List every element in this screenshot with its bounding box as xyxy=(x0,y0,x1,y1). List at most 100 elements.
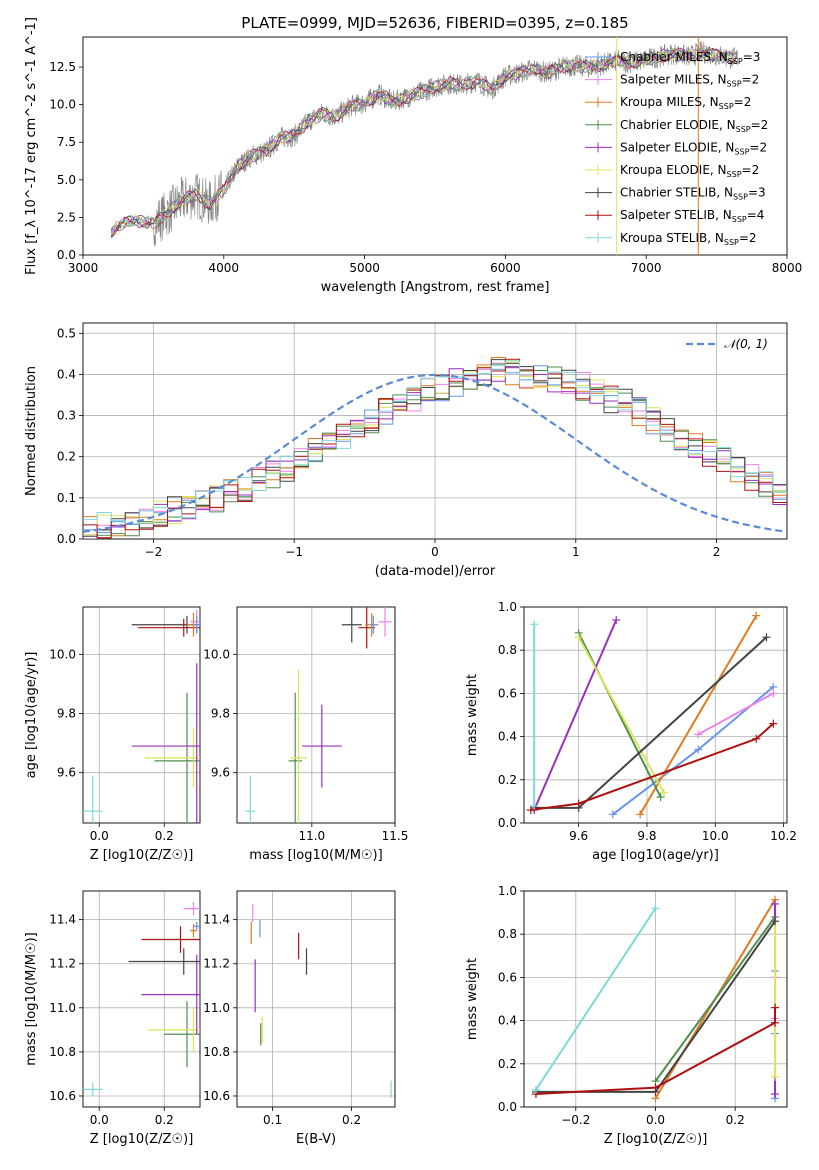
axis-label-y: mass weight xyxy=(465,958,480,1040)
tick-label-y: 0.2 xyxy=(498,1057,517,1071)
axis-label-y: Normed distribution xyxy=(24,366,39,496)
tick-label-y: 0.0 xyxy=(57,532,76,546)
tick-label-x: 0.2 xyxy=(155,829,174,843)
normal-curve xyxy=(83,373,787,533)
mass_vs_ebv-axes: 0.1 0.2 10.6 10.8 11.0 11.2 11.4 E(B-V) xyxy=(203,890,396,1147)
tick-label-y: 11.2 xyxy=(49,957,76,971)
figure-title: PLATE=0999, MJD=52636, FIBERID=0395, z=0… xyxy=(241,14,628,32)
axis-label-x: Z [log10(Z/Z☉)] xyxy=(90,1132,194,1147)
weight-line-kroupa_miles xyxy=(639,615,758,815)
axis-label-x: E(B-V) xyxy=(296,1132,336,1147)
residuals-axes: −2 −1 0 1 2 0.0 0.1 0.2 0.3 0.4 0.5 (data-model)/er… xyxy=(24,322,788,579)
axis-label-x: Z [log10(Z/Z☉)] xyxy=(604,1132,708,1147)
tick-label-x: 9.6 xyxy=(569,829,588,843)
axis-label-y: Flux [f_λ 10^-17 erg cm^-2 s^-1 A^-1] xyxy=(24,17,39,275)
tick-label-x: 11.5 xyxy=(382,829,409,843)
mass_vs_ebv-points xyxy=(250,904,392,1099)
axis-label-x: (data-model)/error xyxy=(375,564,496,579)
legend-label: Chabrier ELODIE, NSSP=2 xyxy=(620,118,768,134)
tick-label-y: 10.8 xyxy=(203,1045,230,1059)
legend-label: Kroupa MILES, NSSP=2 xyxy=(620,95,751,111)
age_vs_Z-frame xyxy=(82,606,201,824)
tick-label-y: 2.5 xyxy=(57,210,76,224)
tick-label-x: 6000 xyxy=(490,261,521,275)
weight-line-chabrier_elodie xyxy=(577,632,662,798)
legend-label: Salpeter ELODIE, NSSP=2 xyxy=(620,140,767,156)
tick-label-y: 0.1 xyxy=(57,491,76,505)
tick-label-y: 1.0 xyxy=(498,884,517,898)
spectrum-axes: 3000 4000 5000 6000 7000 8000 0.0 2.5 5.0 7.5 10.0… xyxy=(24,17,802,295)
tick-label-x: 8000 xyxy=(772,261,803,275)
tick-label-y: 0.2 xyxy=(57,450,76,464)
legend-label: 𝒩(0, 1) xyxy=(724,337,768,351)
legend-label: Kroupa STELIB, NSSP=2 xyxy=(620,231,757,247)
tick-label-y: 10.0 xyxy=(203,647,230,661)
tick-label-y: 7.5 xyxy=(57,135,76,149)
tick-label-x: 0.0 xyxy=(90,1113,109,1127)
tick-label-y: 9.8 xyxy=(211,707,230,721)
tick-label-y: 0.0 xyxy=(57,248,76,262)
tick-label-x: 9.8 xyxy=(637,829,656,843)
age_vs_Z-points xyxy=(83,609,200,823)
tick-label-y: 0.4 xyxy=(498,1014,517,1028)
spectrum-model-kroupa_stelib xyxy=(110,46,737,232)
mass_vs_Z-points xyxy=(83,902,200,1096)
legend-label: Chabrier STELIB, NSSP=3 xyxy=(620,186,766,202)
tick-label-y: 0.8 xyxy=(498,643,517,657)
tick-label-y: 1.0 xyxy=(498,600,517,614)
weight-line-salpeter_elodie xyxy=(533,619,618,811)
tick-label-y: 10.6 xyxy=(203,1089,230,1103)
histogram-chabrier_stelib xyxy=(83,359,787,537)
weight-line-kroupa_stelib xyxy=(535,907,657,1091)
spectrum-legend: Chabrier MILES, NSSP=3 Salpeter MILES, NS… xyxy=(585,50,768,247)
tick-label-y: 0.0 xyxy=(498,816,517,830)
axis-label-y: mass weight xyxy=(465,674,480,756)
residual-steps xyxy=(83,357,787,539)
tick-label-y: 10.6 xyxy=(49,1089,76,1103)
tick-label-x: 4000 xyxy=(209,261,240,275)
tick-label-y: 11.0 xyxy=(49,1001,76,1015)
tick-label-y: 0.6 xyxy=(498,686,517,700)
axis-label-y: age [log10(age/yr)] xyxy=(24,652,39,779)
legend-label: Salpeter MILES, NSSP=2 xyxy=(620,73,759,89)
weight_vs_age-frame xyxy=(523,606,788,824)
tick-label-y: 0.5 xyxy=(57,326,76,340)
weight_vs_Z-lines xyxy=(531,895,780,1103)
tick-label-x: 0.2 xyxy=(155,1113,174,1127)
tick-label-y: 11.4 xyxy=(203,913,230,927)
mass_vs_ebv-frame xyxy=(236,890,396,1108)
spectrum-model-kroupa_elodie xyxy=(110,48,737,236)
tick-label-y: 11.0 xyxy=(203,1001,230,1015)
age_vs_mass-frame xyxy=(236,606,396,824)
spectrum-data-line xyxy=(110,41,738,247)
plots-layer: 3000 4000 5000 6000 7000 80000.02.55.07.510.0… xyxy=(24,17,802,1147)
tick-label-x: −2 xyxy=(145,545,163,559)
residuals-frame xyxy=(82,322,788,540)
histogram-kroupa_stelib xyxy=(83,360,787,525)
weight-line-kroupa_elodie xyxy=(577,636,665,794)
tick-label-y: 11.4 xyxy=(49,913,76,927)
tick-label-x: −0.2 xyxy=(561,1113,590,1127)
weight_vs_Z-frame xyxy=(523,890,788,1108)
tick-label-x: 2 xyxy=(713,545,721,559)
tick-label-x: 11.0 xyxy=(298,829,325,843)
mass_vs_Z-axes: 0.0 0.2 10.6 10.8 11.0 11.2 11.4 Z [log10(Z/Z☉)… xyxy=(24,890,201,1147)
tick-label-x: 3000 xyxy=(68,261,99,275)
tick-label-x: −1 xyxy=(285,545,303,559)
age_vs_mass-points xyxy=(245,607,392,823)
tick-label-x: 5000 xyxy=(349,261,380,275)
tick-label-y: 0.0 xyxy=(498,1100,517,1114)
weight_vs_age-lines xyxy=(526,611,778,819)
tick-label-x: 0.2 xyxy=(342,1113,361,1127)
tick-label-y: 0.2 xyxy=(498,773,517,787)
tick-label-y: 9.6 xyxy=(211,766,230,780)
legend-label: Salpeter STELIB, NSSP=4 xyxy=(620,208,764,224)
weight_vs_age-axes: 9.6 9.8 10.0 10.2 0.0 0.2 0.4 0.6 0.8 1.0 age [log… xyxy=(465,600,797,863)
tick-label-x: 0.2 xyxy=(726,1113,745,1127)
tick-label-x: 0.0 xyxy=(646,1113,665,1127)
tick-label-y: 0.4 xyxy=(498,730,517,744)
weight-line-chabrier_elodie xyxy=(654,916,776,1082)
axis-label-x: mass [log10(M/M☉)] xyxy=(249,848,382,863)
tick-label-y: 10.8 xyxy=(49,1045,76,1059)
spectrum-model-salpeter_stelib xyxy=(110,46,737,238)
